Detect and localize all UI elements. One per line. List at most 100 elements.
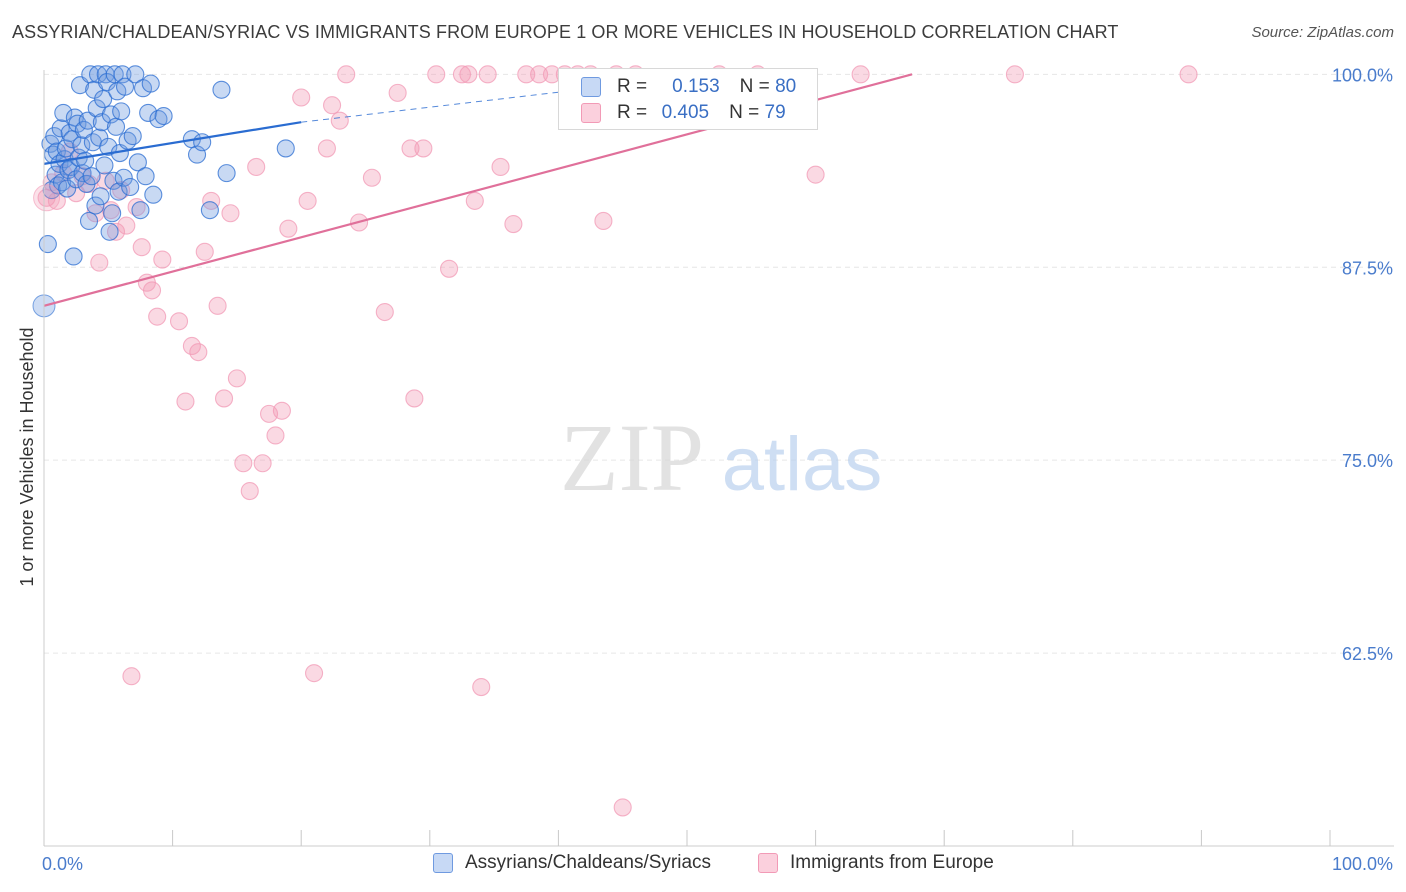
europe-point [195,242,214,261]
europe-point [362,168,381,187]
europe-point [122,667,141,686]
europe-point [1005,65,1024,84]
watermark: ZIP atlas [560,404,882,511]
europe-point [305,664,324,683]
assyrians-point [76,151,95,170]
y-tick-label: 75.0% [1342,451,1393,471]
assyrians-point [78,111,97,130]
europe-point [227,369,246,388]
y-axis-title: 1 or more Vehicles in Household [17,327,37,586]
legend-item-europe[interactable]: Immigrants from Europe [758,852,994,874]
europe-point [132,238,151,257]
y-tick-label: 100.0% [1332,65,1393,85]
assyrians-point [99,137,118,156]
assyrians-point [106,117,126,136]
assyrians-point [136,167,155,186]
europe-point [317,139,336,158]
europe-r-value: 0.405 [661,102,710,123]
europe-point [465,191,484,210]
europe-point [1179,65,1198,84]
europe-point [279,219,298,238]
grid-layer [44,73,1394,654]
assyrians-swatch [581,77,601,97]
label-layer: 62.5% 75.0% 87.5% 100.0% 0.0% 100.0% [42,65,1393,874]
europe-point [330,111,349,130]
europe-point [153,250,172,269]
assyrians-point [72,136,91,155]
axis-layer [43,70,1394,847]
assyrians-point [64,247,83,266]
europe-point [33,184,61,212]
europe-point [414,139,433,158]
europe-point [478,65,497,84]
assyrians-point [59,160,78,180]
europe-point [272,401,291,420]
r-label: R = [617,102,648,123]
y-tick-label: 62.5% [1342,644,1393,664]
r-label: R = [617,76,648,97]
assyrians-point [79,211,99,231]
assyrians-point [100,222,119,241]
europe-point [176,392,195,411]
europe-point [851,65,870,84]
assyrians-point [94,89,113,109]
assyrians-point [200,201,219,220]
assyrians-point [141,74,160,93]
europe-point [459,65,478,84]
europe-point [594,211,613,231]
assyrians-point [109,182,128,201]
europe-point [189,343,208,362]
assyrians-point [97,73,117,92]
europe-point [90,253,109,272]
assyrians-point [74,120,93,139]
europe-point [517,65,536,84]
watermark-atlas: atlas [722,422,883,507]
assyrians-point [82,167,101,186]
legend-label-europe: Immigrants from Europe [790,852,994,873]
europe-point [440,259,459,278]
assyrians-point [112,102,131,121]
europe-point [806,165,825,184]
legend-label-assyrians: Assyrians/Chaldeans/Syriacs [465,852,712,873]
europe-point [208,296,227,315]
assyrians-point [128,153,147,172]
europe-point [292,88,311,107]
assyrians-point [154,106,173,126]
legend-swatch-assyrians [433,853,453,873]
assyrians-point [115,77,135,96]
source-credit: Source: ZipAtlas.com [1251,24,1394,41]
europe-point [337,65,356,84]
europe-swatch [581,103,601,123]
x-tick-label: 100.0% [1332,854,1393,874]
legend-item-assyrians[interactable]: Assyrians/Chaldeans/Syriacs [433,852,711,874]
europe-point [323,96,342,115]
europe-point [401,139,420,158]
europe-point [240,481,259,501]
assyrians-point [217,164,236,183]
europe-point [472,677,491,697]
europe-point [427,65,446,84]
europe-point [148,307,167,326]
europe-point [106,222,126,241]
europe-point [491,157,510,176]
europe-point [234,454,253,473]
assyrians-point [51,119,70,138]
europe-point [266,426,285,445]
europe-point [613,798,632,817]
assyrians-point [86,196,105,215]
assyrians-point [56,139,75,158]
assyrians-point [131,201,150,220]
stats-row-europe: R = 0.405 N = 79 [581,100,786,126]
assyrians-point [54,103,73,122]
assyrians-point [38,235,57,254]
assyrians-point [276,139,295,158]
assyrians-point [42,181,61,200]
europe-point [169,312,189,331]
europe-point [405,389,424,408]
europe-point [530,65,549,84]
europe-point [504,214,523,234]
n-label: N = [739,76,770,97]
europe-point [298,191,317,210]
europe-point [117,216,136,235]
